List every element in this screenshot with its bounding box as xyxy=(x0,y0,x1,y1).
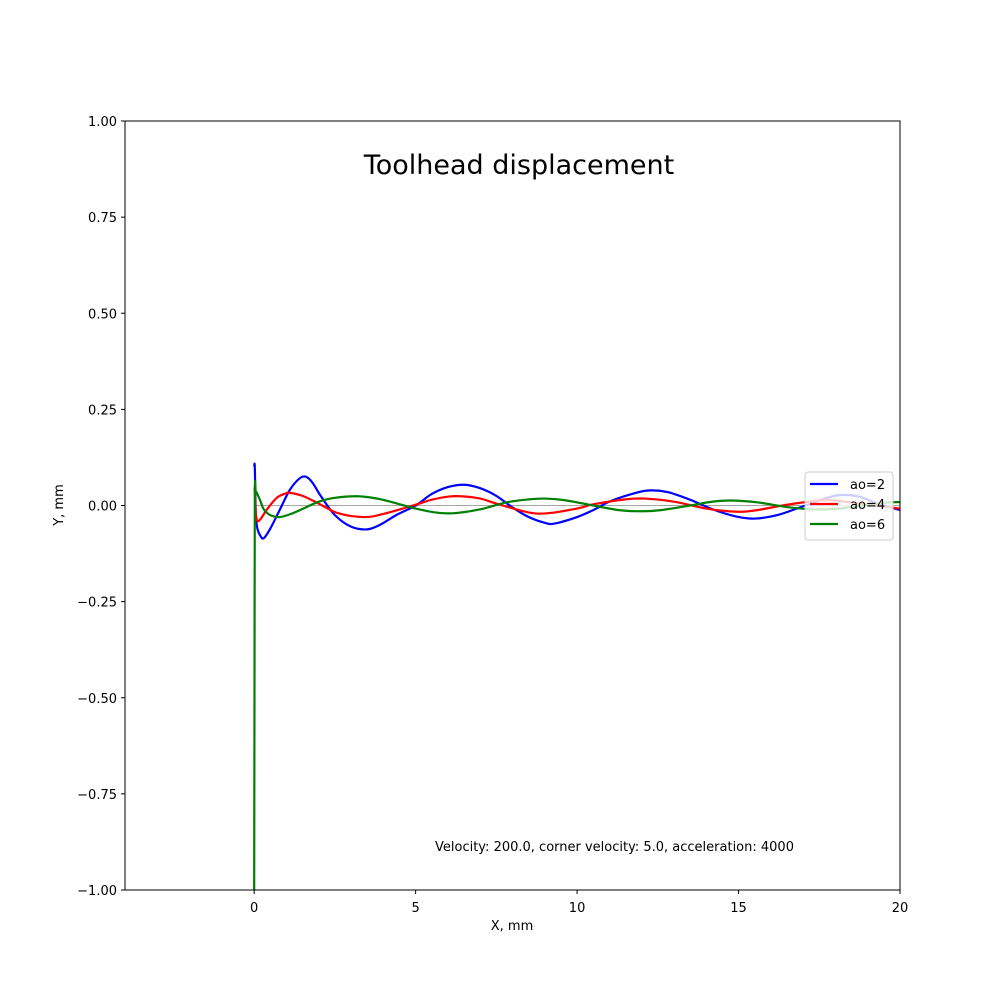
y-tick-label: −0.50 xyxy=(77,692,117,707)
x-tick-label: 20 xyxy=(892,901,909,916)
series-line-ao-2 xyxy=(253,462,900,540)
y-tick-label: 0.25 xyxy=(88,403,117,418)
legend: ao=2 ao=4 ao=6 xyxy=(804,471,894,541)
x-tick-label: 5 xyxy=(411,901,419,916)
y-axis-label: Y, mm xyxy=(52,484,67,527)
chart-title: Toolhead displacement xyxy=(363,150,674,181)
y-tick-label: −1.00 xyxy=(77,884,117,899)
legend-label: ao=6 xyxy=(850,518,885,533)
legend-label: ao=2 xyxy=(850,478,885,493)
x-tick-label: 15 xyxy=(730,901,747,916)
y-tick-label: 0.75 xyxy=(88,211,117,226)
y-tick-label: 0.50 xyxy=(88,307,117,322)
x-tick-label: 0 xyxy=(250,901,258,916)
y-tick-label: −0.25 xyxy=(77,596,117,611)
y-tick-label: 1.00 xyxy=(88,115,117,130)
x-tick-label: 10 xyxy=(569,901,586,916)
legend-label: ao=4 xyxy=(850,498,885,513)
series-line-ao-6 xyxy=(253,480,900,890)
chart-annotation: Velocity: 200.0, corner velocity: 5.0, a… xyxy=(435,840,794,855)
series-line-ao-4 xyxy=(253,486,900,523)
y-tick-label: −0.75 xyxy=(77,788,117,803)
x-axis-label: X, mm xyxy=(491,919,534,934)
y-tick-label: 0.00 xyxy=(88,500,117,515)
